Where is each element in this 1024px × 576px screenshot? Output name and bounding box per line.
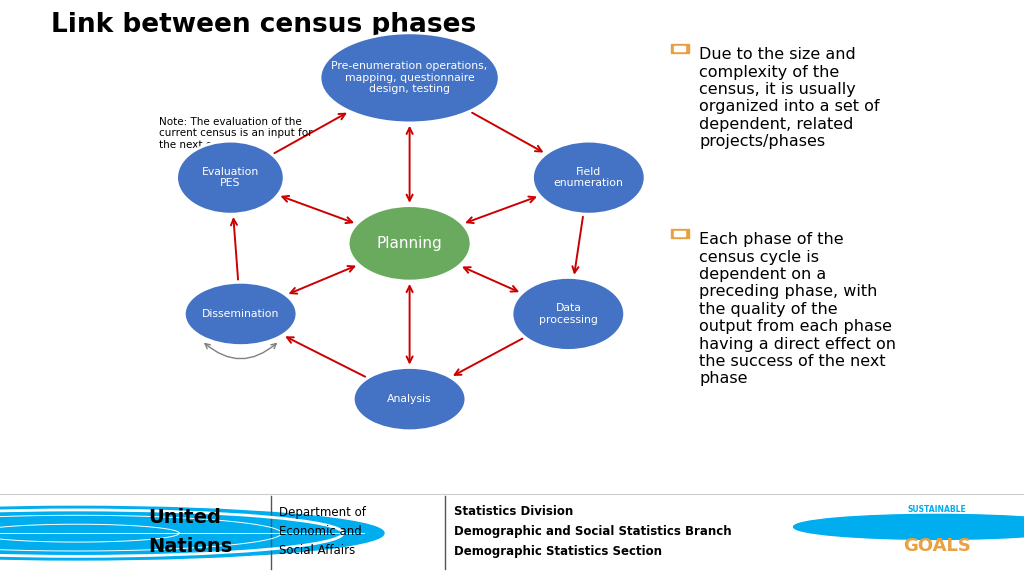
Text: Each phase of the
census cycle is
dependent on a
preceding phase, with
the quali: Each phase of the census cycle is depend…: [699, 232, 896, 386]
Text: Statistics Division
Demographic and Social Statistics Branch
Demographic Statist: Statistics Division Demographic and Soci…: [454, 505, 731, 558]
Circle shape: [794, 514, 1024, 539]
Text: Dissemination: Dissemination: [202, 309, 280, 319]
Ellipse shape: [348, 206, 471, 281]
FancyBboxPatch shape: [675, 46, 685, 51]
Text: United: United: [148, 509, 221, 528]
Text: SUSTAINABLE: SUSTAINABLE: [907, 505, 967, 514]
Text: Due to the size and
complexity of the
census, it is usually
organized into a set: Due to the size and complexity of the ce…: [699, 47, 880, 149]
Text: Department of
Economic and
Social Affairs: Department of Economic and Social Affair…: [279, 506, 366, 557]
FancyBboxPatch shape: [675, 231, 685, 236]
Ellipse shape: [184, 282, 297, 346]
Ellipse shape: [512, 278, 625, 350]
Text: Pre-enumeration operations,
mapping, questionnaire
design, testing: Pre-enumeration operations, mapping, que…: [332, 61, 487, 94]
FancyBboxPatch shape: [671, 44, 689, 53]
Text: Nations: Nations: [148, 537, 232, 556]
Ellipse shape: [176, 141, 285, 214]
Text: Field
enumeration: Field enumeration: [554, 167, 624, 188]
FancyBboxPatch shape: [671, 229, 689, 238]
Text: DEVELOPMENT: DEVELOPMENT: [905, 516, 969, 524]
Ellipse shape: [353, 367, 466, 431]
Text: Data
processing: Data processing: [539, 303, 598, 325]
Ellipse shape: [319, 33, 500, 123]
Ellipse shape: [532, 141, 645, 214]
Text: Note: The evaluation of the
current census is an input for
the next one.: Note: The evaluation of the current cens…: [159, 117, 312, 150]
Text: Link between census phases: Link between census phases: [51, 12, 476, 38]
Text: Planning: Planning: [377, 236, 442, 251]
Text: Analysis: Analysis: [387, 394, 432, 404]
Text: GOALS: GOALS: [903, 537, 971, 555]
Circle shape: [0, 506, 384, 560]
Text: Evaluation
PES: Evaluation PES: [202, 167, 259, 188]
